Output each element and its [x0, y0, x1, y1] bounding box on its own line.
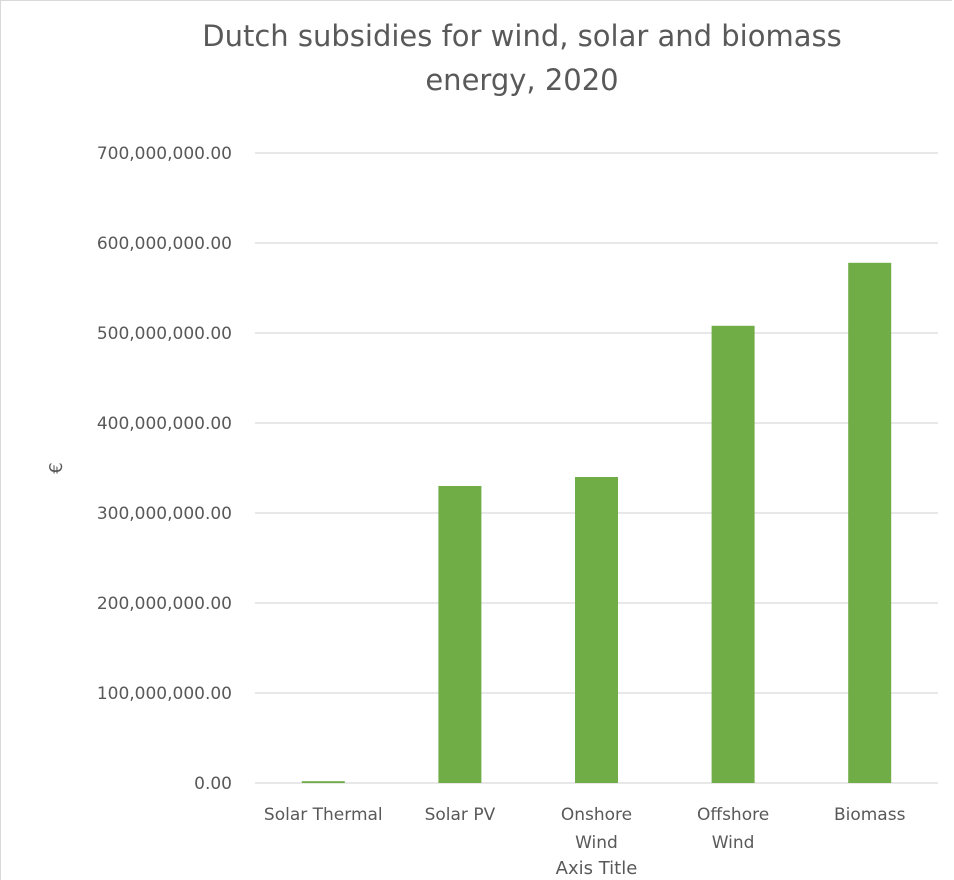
bar — [301, 781, 345, 783]
y-tick-label: 100,000,000.00 — [97, 684, 232, 704]
bar — [848, 262, 892, 783]
x-tick-label: Onshore Wind — [561, 805, 632, 853]
chart-title-line-2: energy, 2020 — [425, 63, 619, 97]
y-tick-label: 300,000,000.00 — [97, 504, 232, 524]
bar — [438, 486, 482, 783]
y-tick-label: 0.00 — [194, 774, 232, 794]
y-tick-label: 400,000,000.00 — [97, 414, 232, 434]
y-tick-label: 500,000,000.00 — [97, 324, 232, 344]
x-tick-label: Biomass — [834, 805, 906, 825]
chart-title-line-1: Dutch subsidies for wind, solar and biom… — [202, 19, 842, 53]
x-tick-label: Solar Thermal — [264, 805, 383, 825]
y-axis-title: € — [46, 462, 67, 473]
x-axis-title: Axis Title — [556, 858, 638, 879]
bar — [711, 325, 755, 783]
chart-title: Dutch subsidies for wind, solar and biom… — [100, 14, 944, 102]
y-tick-label: 600,000,000.00 — [97, 234, 232, 254]
x-tick-label: Solar PV — [425, 805, 496, 825]
y-tick-label: 700,000,000.00 — [97, 144, 232, 164]
x-tick-label: Offshore Wind — [697, 805, 769, 853]
y-axis-tick-labels: 0.00 100,000,000.00 200,000,000.00 300,000,… — [97, 144, 232, 794]
bar — [575, 477, 618, 783]
y-tick-label: 200,000,000.00 — [97, 594, 232, 614]
x-axis-tick-labels: Solar Thermal Solar PV Onshore Wind Offshore… — [264, 805, 906, 853]
bars — [301, 262, 892, 783]
